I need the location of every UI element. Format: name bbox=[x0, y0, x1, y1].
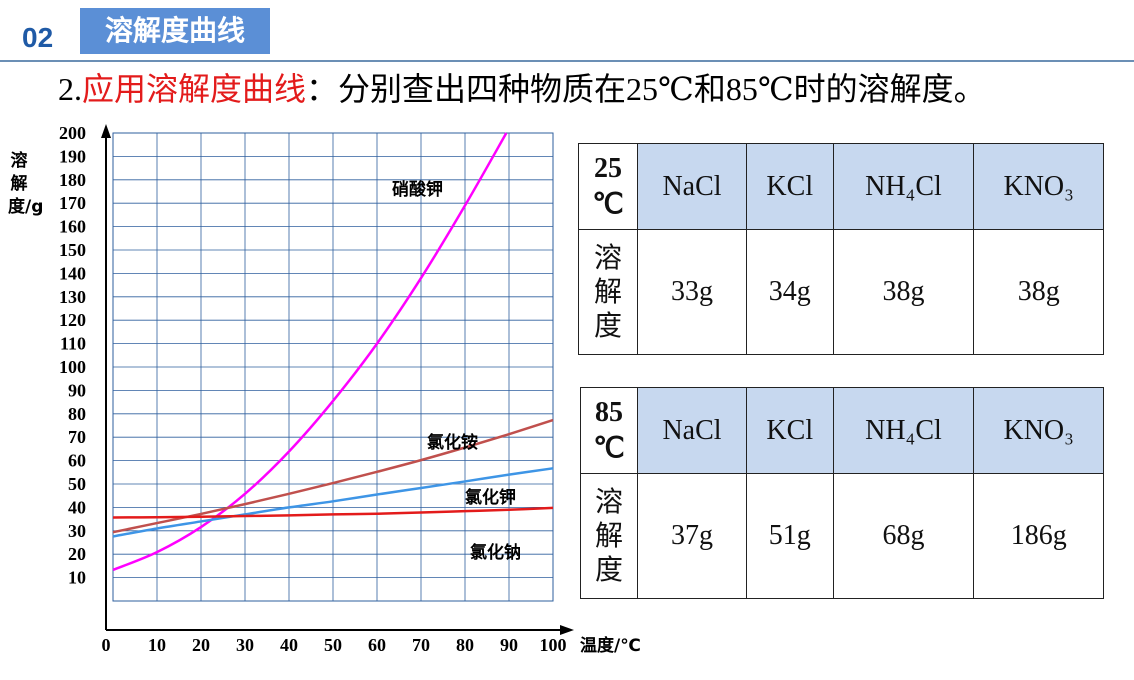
y-tick-label: 110 bbox=[60, 334, 86, 354]
y-tick-label: 100 bbox=[59, 357, 86, 377]
series-line-1 bbox=[112, 132, 508, 572]
y-tick-label: 80 bbox=[68, 404, 86, 424]
y-axis-arrow bbox=[101, 124, 111, 138]
x-tick-label: 40 bbox=[280, 635, 298, 655]
section-title: 溶解度曲线 bbox=[80, 8, 270, 54]
value-kcl: 34g bbox=[746, 229, 834, 355]
series-label: 氯化钾 bbox=[465, 487, 516, 508]
temp-cell: 25 ℃ bbox=[578, 143, 638, 230]
temp-value: 85 bbox=[595, 396, 623, 428]
value-kcl: 51g bbox=[746, 473, 834, 599]
y-tick-label: 50 bbox=[68, 474, 86, 494]
subtitle-highlight: 应用溶解度曲线 bbox=[82, 71, 307, 107]
x-tick-label: 10 bbox=[148, 635, 166, 655]
col-header-kno3: KNO₃ bbox=[973, 143, 1104, 230]
y-tick-label: 40 bbox=[68, 497, 86, 517]
col-header-kcl: KCl bbox=[746, 143, 834, 230]
temp-cell: 85 ℃ bbox=[580, 387, 638, 474]
y-tick-label: 170 bbox=[59, 193, 86, 213]
y-tick-label: 150 bbox=[59, 240, 86, 260]
y-tick-label: 20 bbox=[68, 544, 86, 564]
temp-unit: ℃ bbox=[593, 432, 625, 464]
value-nh4cl: 68g bbox=[832, 473, 975, 599]
value-kno3: 38g bbox=[973, 229, 1104, 355]
subtitle-rest: ：分别查出四种物质在25℃和85℃时的溶解度。 bbox=[306, 71, 986, 107]
row-label: 溶解度 bbox=[578, 229, 638, 355]
row-label-text: 溶解度 bbox=[594, 485, 623, 586]
subtitle-prefix: 2. bbox=[58, 71, 82, 107]
series-line-4 bbox=[112, 506, 554, 519]
x-tick-label: 20 bbox=[192, 635, 210, 655]
y-tick-label: 190 bbox=[59, 146, 86, 166]
x-tick-label: 50 bbox=[324, 635, 342, 655]
row-label: 溶解度 bbox=[580, 473, 638, 599]
col-header-nacl: NaCl bbox=[636, 387, 748, 474]
value-nacl: 37g bbox=[636, 473, 748, 599]
value-kno3: 186g bbox=[973, 473, 1104, 599]
y-tick-label: 70 bbox=[68, 427, 86, 447]
series-label: 氯化铵 bbox=[427, 432, 478, 453]
series-line-3 bbox=[112, 467, 554, 538]
x-axis-label: 温度/℃ bbox=[580, 635, 641, 656]
value-nh4cl: 38g bbox=[832, 229, 975, 355]
series-label: 硝酸钾 bbox=[392, 179, 443, 200]
col-header-nh4cl: NH₄Cl bbox=[832, 387, 975, 474]
slide-subtitle: 2.应用溶解度曲线：分别查出四种物质在25℃和85℃时的溶解度。 bbox=[58, 64, 986, 110]
temp-unit: ℃ bbox=[592, 188, 624, 220]
x-axis-arrow bbox=[560, 625, 574, 635]
x-tick-label: 70 bbox=[412, 635, 430, 655]
y-tick-label: 120 bbox=[59, 310, 86, 330]
row-label-text: 溶解度 bbox=[593, 241, 622, 342]
y-tick-label: 140 bbox=[59, 263, 86, 283]
y-tick-label: 90 bbox=[68, 380, 86, 400]
x-tick-label: 60 bbox=[368, 635, 386, 655]
y-tick-label: 180 bbox=[59, 170, 86, 190]
solubility-table-25c: 25 ℃ NaCl KCl NH₄Cl KNO₃ 溶解度 33g 34g 38g… bbox=[578, 143, 1104, 355]
x-tick-label: 90 bbox=[500, 635, 518, 655]
x-tick-label: 30 bbox=[236, 635, 254, 655]
solubility-table-85c: 85 ℃ NaCl KCl NH₄Cl KNO₃ 溶解度 37g 51g 68g… bbox=[580, 387, 1104, 599]
section-number: 02 bbox=[22, 22, 54, 53]
header-divider bbox=[0, 60, 1134, 62]
col-header-kno3: KNO₃ bbox=[973, 387, 1104, 474]
temp-value: 25 bbox=[594, 152, 622, 184]
x-tick-label: 0 bbox=[102, 635, 111, 655]
col-header-kcl: KCl bbox=[746, 387, 834, 474]
y-tick-label: 200 bbox=[59, 123, 86, 143]
y-tick-label: 160 bbox=[59, 217, 86, 237]
value-nacl: 33g bbox=[636, 229, 748, 355]
series-label: 氯化钠 bbox=[470, 542, 521, 563]
solubility-chart: 1020304050607080901001101201301401501601… bbox=[59, 123, 641, 656]
x-tick-label: 80 bbox=[456, 635, 474, 655]
x-tick-label: 100 bbox=[540, 635, 567, 655]
col-header-nacl: NaCl bbox=[636, 143, 748, 230]
y-tick-label: 60 bbox=[68, 451, 86, 471]
y-tick-label: 130 bbox=[59, 287, 86, 307]
col-header-nh4cl: NH₄Cl bbox=[832, 143, 975, 230]
y-tick-label: 10 bbox=[68, 568, 86, 588]
y-tick-label: 30 bbox=[68, 521, 86, 541]
